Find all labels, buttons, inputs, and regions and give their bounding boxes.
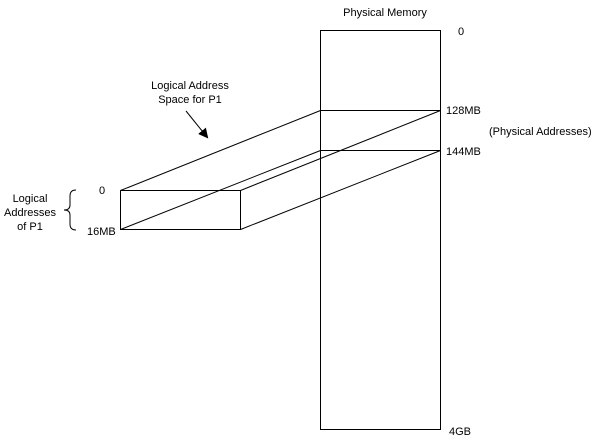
projection-line-bottom-right — [240, 150, 441, 230]
physical-address-4gb-label: 4GB — [449, 426, 471, 438]
projection-line-top-right — [240, 110, 441, 191]
projection-line-bottom-left — [120, 150, 321, 230]
physical-address-144mb-label: 144MB — [446, 146, 481, 158]
logical-space-title-line1: Logical Address — [151, 80, 229, 92]
projection-line-top-left — [120, 110, 321, 191]
logical-address-0-label: 0 — [99, 185, 105, 197]
physical-addresses-note: (Physical Addresses) — [489, 126, 592, 138]
physical-memory-block — [320, 30, 441, 430]
physical-memory-title: Physical Memory — [343, 7, 427, 19]
logical-address-16mb-label: 16MB — [87, 226, 116, 238]
physical-address-128mb-label: 128MB — [446, 105, 481, 117]
logical-address-space-block — [120, 190, 241, 230]
logical-addresses-brace — [63, 189, 77, 231]
logical-addresses-label-line1: Logical — [13, 193, 48, 205]
logical-space-title-line2: Space for P1 — [158, 94, 222, 106]
logical-addresses-label-line2: Addresses — [4, 207, 56, 219]
logical-space-arrow — [185, 110, 209, 139]
physical-address-0-label: 0 — [458, 26, 464, 38]
logical-addresses-label-line3: of P1 — [17, 221, 43, 233]
